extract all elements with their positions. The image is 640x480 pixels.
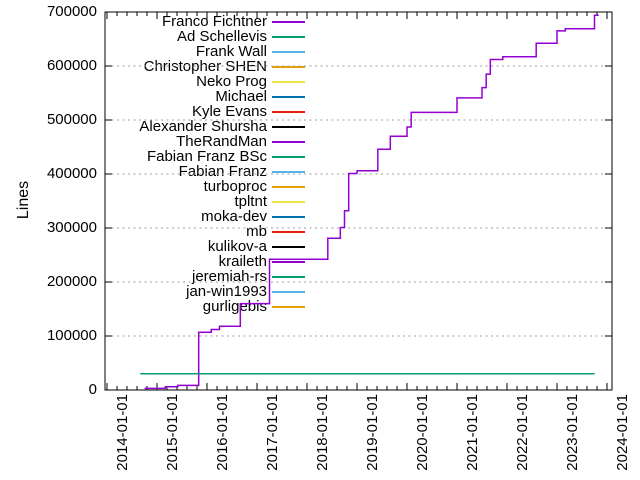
y-tick-label: 400000	[46, 165, 97, 182]
legend-row: gurligebis	[60, 298, 305, 316]
legend-line-sample	[272, 141, 305, 143]
x-tick-label: 2014-01-01	[114, 394, 131, 471]
legend-line-sample	[272, 171, 305, 173]
x-tick-label: 2017-01-01	[264, 394, 281, 471]
x-tick-label: 2022-01-01	[514, 394, 531, 471]
y-tick-label: 700000	[46, 3, 97, 20]
legend-line-sample	[272, 126, 305, 128]
legend-line-sample	[272, 291, 305, 293]
y-tick-label: 0	[88, 381, 97, 398]
legend-line-sample	[272, 66, 305, 68]
x-tick-label: 2015-01-01	[164, 394, 181, 471]
x-tick-label: 2021-01-01	[464, 394, 481, 471]
x-tick-label: 2024-01-01	[614, 394, 631, 471]
legend-line-sample	[272, 21, 305, 23]
y-tick-label: 200000	[46, 273, 97, 290]
x-tick-label: 2018-01-01	[314, 394, 331, 471]
legend-line-sample	[272, 276, 305, 278]
legend-line-sample	[272, 186, 305, 188]
y-tick-label: 100000	[46, 327, 97, 344]
legend-line-sample	[272, 51, 305, 53]
legend-line-sample	[272, 96, 305, 98]
legend-line-sample	[272, 231, 305, 233]
legend-line-sample	[272, 111, 305, 113]
legend-line-sample	[272, 81, 305, 83]
y-tick-label: 500000	[46, 111, 97, 128]
legend-line-sample	[272, 156, 305, 158]
legend-line-sample	[272, 201, 305, 203]
legend-line-sample	[272, 261, 305, 263]
x-tick-label: 2020-01-01	[414, 394, 431, 471]
legend-line-sample	[272, 306, 305, 308]
legend-line-sample	[272, 36, 305, 38]
legend-line-sample	[272, 216, 305, 218]
x-tick-label: 2023-01-01	[564, 394, 581, 471]
y-tick-label: 600000	[46, 57, 97, 74]
legend-line-sample	[272, 246, 305, 248]
legend-label: gurligebis	[202, 298, 267, 315]
y-tick-label: 300000	[46, 219, 97, 236]
x-tick-label: 2016-01-01	[214, 394, 231, 471]
x-tick-label: 2019-01-01	[364, 394, 381, 471]
